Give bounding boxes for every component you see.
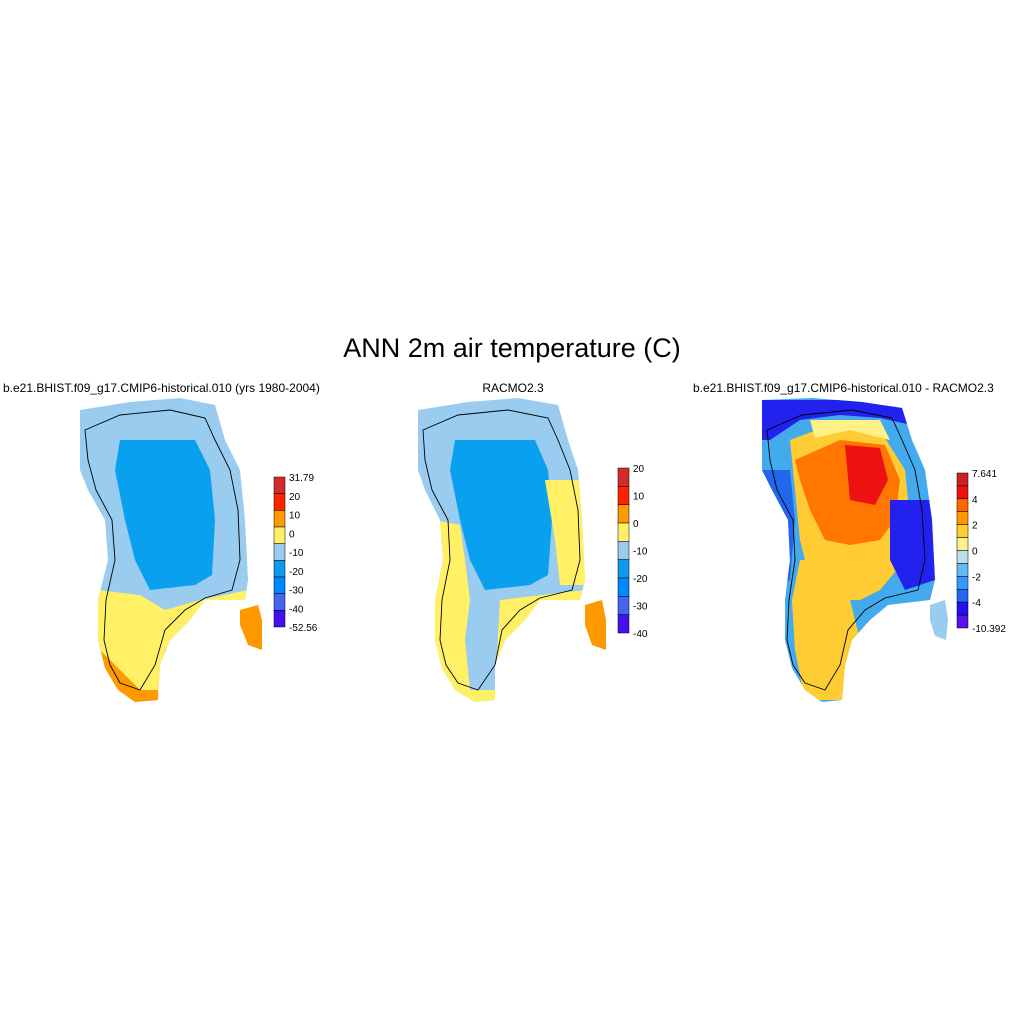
colorbar-label: 4 bbox=[972, 495, 978, 506]
panel-title-difference: b.e21.BHIST.f09_g17.CMIP6-historical.010… bbox=[693, 381, 994, 395]
field-mild bbox=[98, 590, 248, 700]
colorbar-swatch bbox=[617, 486, 630, 505]
colorbar-swatch bbox=[617, 596, 630, 615]
colorbar-swatch bbox=[956, 614, 969, 629]
map-panel-model bbox=[80, 398, 262, 702]
panel-title-racmo: RACMO2.3 bbox=[482, 381, 544, 395]
colorbar-difference: 7.641 4 2 0 -2 -4 -10.392 bbox=[956, 469, 1006, 635]
colorbar-swatch bbox=[617, 614, 630, 634]
colorbar-label: -30 bbox=[633, 602, 648, 613]
colorbar-swatch bbox=[273, 560, 286, 578]
map-panel-difference bbox=[762, 398, 948, 702]
colorbar-label: 10 bbox=[633, 492, 645, 503]
colorbar-swatch bbox=[956, 601, 969, 616]
colorbar-swatch bbox=[273, 526, 286, 544]
colorbar-swatch bbox=[617, 559, 630, 579]
colorbar-label: -40 bbox=[633, 629, 648, 640]
colorbar-label: -10 bbox=[633, 547, 648, 558]
main-title: ANN 2m air temperature (C) bbox=[343, 333, 681, 363]
colorbar-swatch bbox=[273, 610, 286, 628]
colorbar-label: 20 bbox=[633, 464, 645, 475]
colorbar-swatch bbox=[273, 493, 286, 511]
colorbar-label: -40 bbox=[289, 604, 304, 615]
colorbar-label: 31.79 bbox=[289, 473, 314, 484]
colorbar-label: -4 bbox=[972, 598, 981, 609]
colorbar-racmo: 20 10 0 -10 -20 -30 -40 bbox=[617, 464, 648, 640]
colorbar-label: 0 bbox=[633, 519, 639, 530]
colorbar-swatch bbox=[617, 577, 630, 597]
colorbar-swatch bbox=[956, 576, 969, 590]
colorbar-swatch bbox=[956, 511, 969, 525]
colorbar-swatch bbox=[617, 467, 630, 487]
colorbar-label: -30 bbox=[289, 586, 304, 597]
colorbar-swatch bbox=[956, 524, 969, 538]
colorbar-swatch bbox=[956, 498, 969, 513]
island-east bbox=[240, 605, 262, 650]
colorbar-swatch bbox=[273, 543, 286, 561]
coastline bbox=[84, 409, 241, 691]
colorbar-swatch bbox=[956, 472, 969, 487]
colorbar-swatch bbox=[273, 576, 286, 594]
colorbar-swatch bbox=[956, 563, 969, 577]
colorbar-model: 31.79 20 10 0 -10 -20 -30 -40 -52.56 bbox=[273, 473, 318, 634]
map-panel-racmo bbox=[418, 398, 606, 702]
colorbar-label: 7.641 bbox=[972, 469, 997, 480]
colorbar-label: -52.56 bbox=[289, 623, 318, 634]
colorbar-swatch bbox=[956, 537, 969, 551]
colorbar-label: 0 bbox=[972, 547, 978, 558]
colorbar-swatch bbox=[956, 485, 969, 500]
colorbar-swatch bbox=[273, 510, 286, 528]
colorbar-label: 20 bbox=[289, 492, 301, 503]
colorbar-swatch bbox=[617, 541, 630, 560]
colorbar-label: 2 bbox=[972, 521, 978, 532]
panel-title-model: b.e21.BHIST.f09_g17.CMIP6-historical.010… bbox=[3, 381, 320, 395]
colorbar-label: -20 bbox=[633, 574, 648, 585]
colorbar-swatch bbox=[956, 589, 969, 603]
colorbar-label: -20 bbox=[289, 567, 304, 578]
field-cold bbox=[115, 440, 215, 590]
colorbar-swatch bbox=[617, 504, 630, 524]
colorbar-swatch bbox=[273, 593, 286, 611]
colorbar-label: -2 bbox=[972, 572, 981, 583]
colorbar-swatch bbox=[273, 476, 286, 494]
colorbar-label: -10 bbox=[289, 548, 304, 559]
colorbar-label: -10.392 bbox=[972, 624, 1006, 635]
colorbar-swatch bbox=[617, 522, 630, 542]
colorbar-swatch bbox=[956, 550, 969, 564]
colorbar-label: 10 bbox=[289, 511, 301, 522]
colorbar-label: 0 bbox=[289, 529, 295, 540]
